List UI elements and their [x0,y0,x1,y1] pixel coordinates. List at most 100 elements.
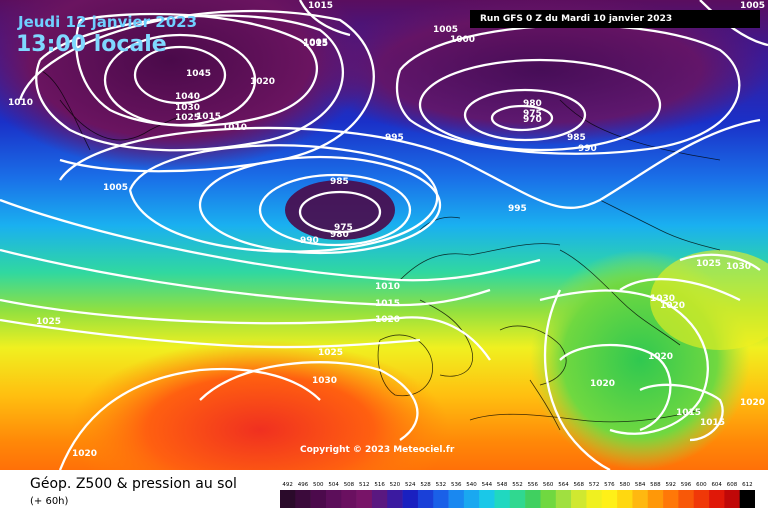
coastlines [39,69,721,431]
scale-tick-label: 496 [298,482,309,488]
isobar-label: 1015 [303,39,328,49]
isobar-label: 995 [508,204,527,214]
isobar-label: 985 [330,177,349,187]
scale-swatch [356,490,373,508]
copyright: Copyright © 2023 Meteociel.fr [300,445,455,455]
scale-tick-label: 572 [589,482,600,488]
scale-tick-label: 544 [482,482,493,488]
isobar-label: 975 [523,109,542,119]
scale-swatch [571,490,587,508]
scale-tick-label: 524 [405,482,416,488]
isobar-label: 1025 [696,259,721,269]
isobars [0,0,768,470]
scale-tick-label: 536 [451,482,462,488]
scale-swatch [371,490,388,508]
isobar-label: 995 [385,133,404,143]
scale-swatch [678,490,695,508]
scale-swatch [463,490,480,508]
scale-tick-label: 556 [528,482,539,488]
scale-tick-label: 588 [650,482,661,488]
isobar-label: 1005 [103,183,128,193]
scale-tick-label: 516 [374,482,385,488]
scale-tick-label: 576 [604,482,615,488]
isobar-label: 1015 [676,408,701,418]
scale-tick-label: 532 [436,482,447,488]
scale-swatch [417,490,434,508]
scale-swatch [325,490,342,508]
isobar-label: 975 [334,223,353,233]
scale-swatch [479,490,495,508]
scale-swatch [295,490,311,508]
isobar-label: 1025 [318,348,343,358]
cold-pool-north [310,0,768,145]
scale-swatch [693,490,710,508]
forecast-date: Jeudi 12 janvier 2023 [18,13,198,31]
isobar-label: 990 [300,236,319,246]
scale-tick-label: 548 [497,482,508,488]
isobar-label: 1030 [175,103,200,113]
isobar-label: 1010 [8,98,33,108]
scale-tick-label: 560 [543,482,554,488]
scale-tick-label: 592 [665,482,676,488]
scale-swatch [494,490,511,508]
isobar-label: 1020 [375,315,400,325]
isobar-label: 1020 [590,379,615,389]
isobar-label: 1020 [250,77,275,87]
isobar-label: 985 [567,133,586,143]
scale-swatch [402,490,419,508]
color-scale: 492 496 500 504 508 512 516 520 524 528 532 536 540 5… [280,482,755,508]
scale-swatch [724,490,740,508]
isobar-label: 1015 [308,1,333,11]
isobar-label: 1010 [222,123,247,133]
isobar-label: 1005 [303,38,328,48]
scale-swatch [739,490,755,508]
isobar-label: 1010 [375,282,400,292]
legend-subtitle: (+ 60h) [30,496,69,507]
warm-ridge [70,340,450,470]
scale-swatch [387,490,403,508]
scale-swatch [509,490,526,508]
scale-tick-label: 568 [574,482,585,488]
scale-swatch [632,490,649,508]
scale-tick-label: 612 [742,482,753,488]
scale-swatch [280,490,296,508]
isobar-label: 980 [523,99,542,109]
isobar-label: 1030 [312,376,337,386]
scale-tick-label: 600 [696,482,707,488]
isobar-label: 1025 [36,317,61,327]
forecast-time: 13:00 locale [16,32,167,57]
scale-tick-label: 528 [420,482,431,488]
isobar-label: 1015 [196,112,221,122]
scale-tick-label: 552 [512,482,523,488]
run-info: Run GFS 0 Z du Mardi 10 janvier 2023 [470,10,760,28]
scale-tick-label: 596 [681,482,692,488]
scale-swatch [647,490,664,508]
isobar-label: 1030 [726,262,751,272]
scale-tick-label: 508 [344,482,355,488]
scale-tick-label: 512 [359,482,370,488]
scale-swatch [448,490,465,508]
isobar-label: 1045 [186,69,211,79]
scale-swatch [310,490,327,508]
scale-tick-label: 520 [390,482,401,488]
scale-swatch [540,490,557,508]
isobar-label: 1020 [648,352,673,362]
scale-tick-label: 580 [620,482,631,488]
scale-swatch [555,490,572,508]
legend-title: Géop. Z500 & pression au sol [30,476,237,492]
scale-swatch [433,490,449,508]
isobar-label: 1030 [650,294,675,304]
low-core [285,180,395,240]
scale-tick-label: 504 [328,482,339,488]
isobar-label: 1020 [740,398,765,408]
scale-tick-label: 608 [727,482,738,488]
isobar-label: 980 [330,230,349,240]
scale-tick-label: 492 [282,482,293,488]
isobar-label: 1020 [660,301,685,311]
scale-swatch [525,490,541,508]
scale-swatch [601,490,618,508]
isobar-label: 1025 [175,113,200,123]
scale-swatch [341,490,357,508]
isobar-label: 1020 [72,449,97,459]
